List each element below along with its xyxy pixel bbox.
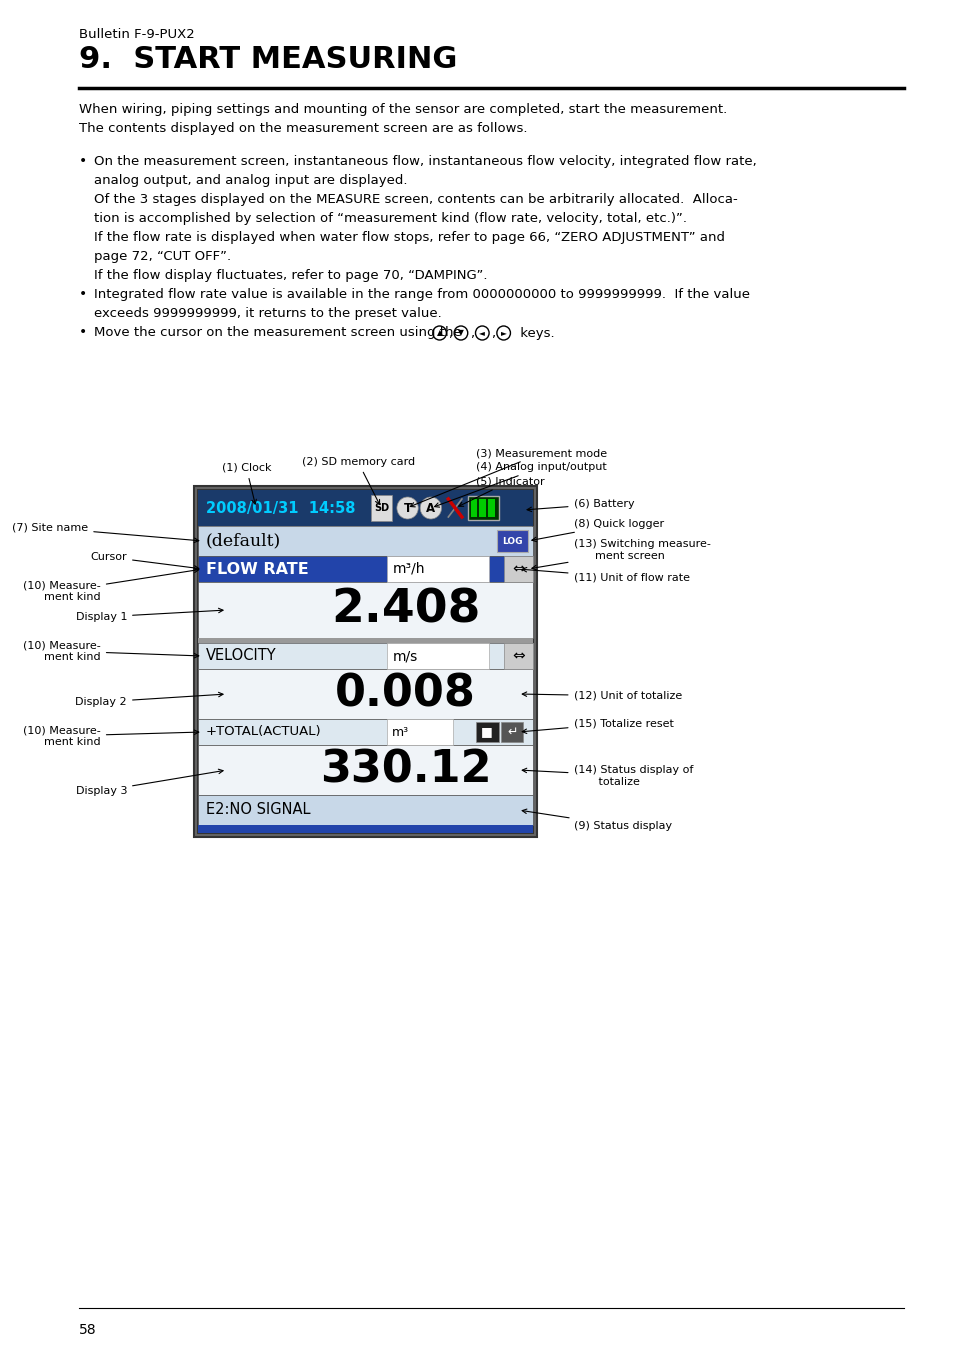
Bar [197, 794, 532, 825]
Circle shape [396, 497, 417, 519]
Text: ◄: ◄ [478, 328, 485, 338]
Text: Integrated flow rate value is available in the range from 0000000000 to 99999999: Integrated flow rate value is available … [94, 288, 749, 301]
Text: (8) Quick logger: (8) Quick logger [532, 519, 663, 542]
Text: •: • [78, 154, 87, 168]
Text: Display 1: Display 1 [75, 608, 223, 621]
Text: SD: SD [374, 503, 389, 513]
Text: (11) Unit of flow rate: (11) Unit of flow rate [521, 567, 689, 584]
Bar [479, 499, 486, 517]
Text: Display 3: Display 3 [75, 769, 223, 796]
Text: On the measurement screen, instantaneous flow, instantaneous flow velocity, inte: On the measurement screen, instantaneous… [94, 155, 756, 168]
Text: (13) Switching measure-
      ment screen: (13) Switching measure- ment screen [532, 539, 710, 570]
Text: ⇔: ⇔ [512, 648, 524, 663]
Text: (7) Site name: (7) Site name [12, 523, 198, 543]
Bar [470, 499, 476, 517]
Text: The contents displayed on the measurement screen are as follows.: The contents displayed on the measuremen… [78, 122, 526, 135]
Text: If the flow rate is displayed when water flow stops, refer to page 66, “ZERO ADJ: If the flow rate is displayed when water… [94, 231, 724, 245]
Text: page 72, “CUT OFF”.: page 72, “CUT OFF”. [94, 250, 231, 263]
Text: (3) Measurement mode: (3) Measurement mode [410, 449, 607, 507]
Text: 330.12: 330.12 [319, 748, 491, 792]
Text: 0.008: 0.008 [335, 673, 476, 716]
Text: (15) Totalize reset: (15) Totalize reset [521, 717, 673, 734]
Bar [197, 490, 532, 526]
Bar [197, 744, 532, 794]
Text: m³/h: m³/h [393, 562, 425, 576]
Text: •: • [78, 286, 87, 301]
Bar [497, 530, 527, 553]
Text: 58: 58 [78, 1323, 96, 1337]
Text: exceeds 9999999999, it returns to the preset value.: exceeds 9999999999, it returns to the pr… [94, 307, 441, 320]
Text: m³: m³ [392, 725, 409, 739]
Text: (6) Battery: (6) Battery [526, 499, 634, 512]
Bar [371, 494, 392, 521]
Text: Cursor: Cursor [91, 553, 198, 570]
Text: (4) Analog input/output: (4) Analog input/output [435, 462, 607, 507]
Text: tion is accomplished by selection of “measurement kind (flow rate, velocity, tot: tion is accomplished by selection of “me… [94, 212, 686, 226]
Text: LOG: LOG [501, 536, 522, 546]
Text: If the flow display fluctuates, refer to page 70, “DAMPING”.: If the flow display fluctuates, refer to… [94, 269, 487, 282]
Text: Bulletin F-9-PUX2: Bulletin F-9-PUX2 [78, 28, 194, 41]
Text: ↵: ↵ [507, 725, 517, 739]
Bar [193, 486, 537, 838]
Text: ▼: ▼ [457, 328, 463, 338]
Text: ▲: ▲ [436, 328, 442, 338]
Bar [500, 721, 522, 742]
Text: (10) Measure-
      ment kind: (10) Measure- ment kind [23, 725, 198, 747]
Text: (2) SD memory card: (2) SD memory card [301, 457, 415, 504]
Bar [197, 638, 532, 643]
Bar [197, 557, 532, 582]
Text: ,: , [448, 327, 452, 339]
Text: (14) Status display of
       totalize: (14) Status display of totalize [521, 765, 692, 786]
Text: T: T [403, 501, 411, 515]
Bar [387, 643, 489, 669]
Bar [197, 643, 532, 669]
Text: Display 2: Display 2 [75, 692, 223, 707]
Text: •: • [78, 326, 87, 339]
Text: 9.  START MEASURING: 9. START MEASURING [78, 45, 456, 74]
Text: E2:NO SIGNAL: E2:NO SIGNAL [206, 802, 310, 817]
Text: ⇔: ⇔ [512, 562, 524, 577]
Bar [467, 496, 498, 520]
Text: (default): (default) [206, 532, 280, 550]
Text: (1) Clock: (1) Clock [221, 463, 271, 504]
Text: (5) Indicator: (5) Indicator [458, 476, 544, 507]
Text: 2.408: 2.408 [331, 588, 479, 632]
Text: ,: , [469, 327, 474, 339]
Text: (10) Measure-
      ment kind: (10) Measure- ment kind [23, 569, 198, 601]
Text: When wiring, piping settings and mounting of the sensor are completed, start the: When wiring, piping settings and mountin… [78, 103, 726, 116]
Bar [503, 557, 532, 582]
Bar [476, 721, 498, 742]
Bar [488, 499, 495, 517]
Circle shape [419, 497, 441, 519]
Text: (10) Measure-
      ment kind: (10) Measure- ment kind [23, 640, 198, 662]
Text: (9) Status display: (9) Status display [521, 809, 671, 831]
Text: FLOW RATE: FLOW RATE [206, 562, 308, 577]
Text: analog output, and analog input are displayed.: analog output, and analog input are disp… [94, 174, 407, 186]
Bar [197, 582, 532, 638]
Text: ,: , [491, 327, 495, 339]
Text: Move the cursor on the measurement screen using the: Move the cursor on the measurement scree… [94, 326, 461, 339]
Text: +TOTAL(ACTUAL): +TOTAL(ACTUAL) [206, 725, 321, 739]
Bar [503, 643, 532, 669]
Bar [387, 557, 489, 582]
Text: keys.: keys. [516, 327, 555, 339]
Bar [197, 490, 532, 834]
Bar [197, 719, 532, 744]
Bar [197, 825, 532, 834]
Text: ■: ■ [480, 725, 493, 739]
Bar [197, 669, 532, 719]
Bar [387, 719, 453, 744]
Bar [197, 526, 532, 557]
Text: VELOCITY: VELOCITY [206, 648, 276, 663]
Text: ►: ► [500, 328, 506, 338]
Text: A: A [426, 501, 435, 515]
Text: 2008/01/31  14:58: 2008/01/31 14:58 [206, 500, 355, 516]
Text: Of the 3 stages displayed on the MEASURE screen, contents can be arbitrarily all: Of the 3 stages displayed on the MEASURE… [94, 193, 737, 205]
Text: m/s: m/s [393, 648, 417, 663]
Text: (12) Unit of totalize: (12) Unit of totalize [521, 690, 681, 701]
